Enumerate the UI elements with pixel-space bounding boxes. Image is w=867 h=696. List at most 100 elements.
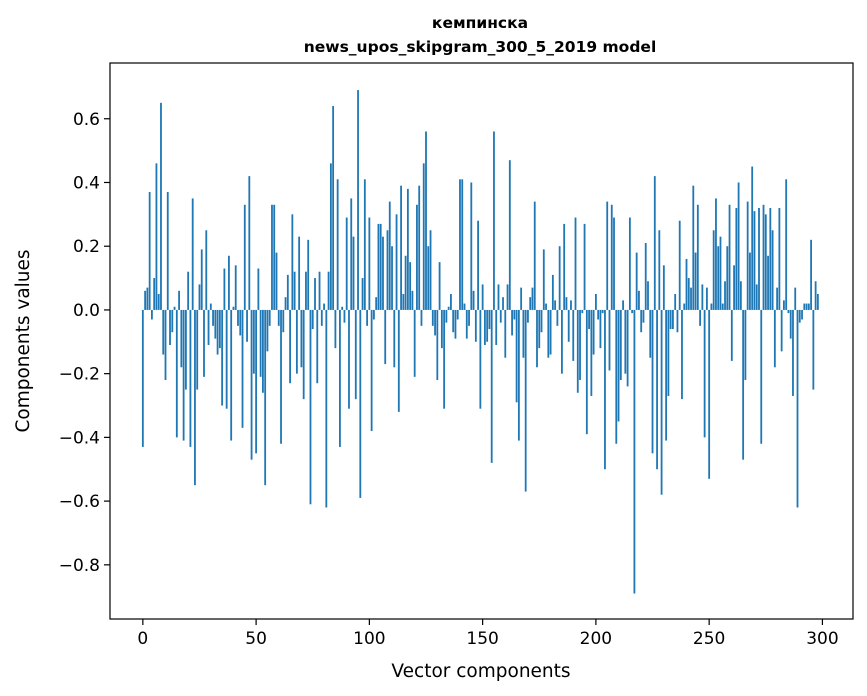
bar-169 (524, 309, 527, 492)
bar-18 (182, 309, 185, 441)
bar-280 (776, 287, 779, 310)
bar-269 (751, 166, 754, 310)
bar-188 (567, 309, 570, 342)
bar-212 (622, 300, 624, 310)
bar-285 (787, 309, 790, 314)
bar-281 (778, 207, 781, 310)
bar-49 (252, 309, 255, 374)
bar-4 (151, 309, 153, 320)
bar-9 (162, 309, 165, 355)
bar-171 (529, 297, 532, 310)
bar-121 (416, 204, 418, 310)
bar-201 (597, 309, 600, 320)
bar-211 (619, 309, 622, 381)
chart-title: кемпинска (432, 14, 528, 32)
bar-200 (594, 294, 597, 310)
bar-91 (348, 309, 350, 409)
bar-7 (157, 294, 160, 310)
bar-272 (758, 207, 760, 310)
bar-294 (807, 303, 810, 310)
bar-234 (672, 309, 674, 330)
bar-278 (771, 230, 774, 310)
bar-66 (291, 214, 294, 310)
bar-210 (617, 309, 620, 422)
bar-19 (184, 309, 187, 390)
bar-152 (486, 309, 489, 342)
bar-264 (739, 281, 742, 310)
bar-106 (382, 236, 384, 310)
bar-196 (585, 309, 588, 435)
bar-164 (513, 309, 516, 320)
bar-54 (264, 309, 267, 486)
bar-215 (628, 217, 631, 310)
bar-100 (368, 217, 371, 310)
bar-297 (814, 281, 817, 310)
bar-291 (801, 309, 803, 320)
bar-279 (773, 309, 776, 368)
bar-167 (520, 287, 523, 310)
bar-137 (452, 309, 455, 333)
bar-25 (198, 284, 201, 310)
bar-268 (749, 252, 751, 310)
bar-289 (796, 309, 799, 508)
bar-267 (746, 201, 749, 310)
bar-230 (662, 265, 665, 310)
bar-32 (214, 309, 217, 339)
bar-114 (400, 185, 402, 310)
bar-56 (268, 309, 271, 326)
bar-227 (656, 309, 658, 470)
bar-120 (413, 309, 416, 377)
bar-283 (783, 300, 785, 310)
bar-222 (644, 243, 647, 310)
bar-254 (717, 246, 720, 310)
bar-96 (359, 309, 362, 498)
bar-197 (588, 309, 590, 330)
bar-206 (608, 309, 611, 371)
plot-frame (109, 62, 854, 620)
bar-50 (255, 309, 258, 454)
y-tick-label: 0.0 (73, 301, 100, 321)
bar-221 (642, 309, 645, 323)
bar-116 (404, 255, 407, 310)
bar-11 (166, 192, 169, 310)
bar-37 (225, 309, 228, 409)
bar-119 (411, 290, 414, 310)
bar-130 (436, 309, 439, 381)
bar-69 (298, 236, 301, 310)
bar-124 (422, 163, 425, 310)
bar-183 (556, 309, 559, 326)
bar-28 (205, 230, 208, 310)
bar-239 (683, 303, 686, 310)
bar-249 (705, 287, 708, 310)
bar-247 (701, 284, 704, 310)
bar-187 (565, 297, 568, 310)
bar-102 (372, 309, 375, 320)
bar-265 (742, 309, 745, 460)
bar-97 (361, 278, 364, 310)
bar-144 (468, 309, 470, 326)
bar-202 (599, 309, 602, 349)
bar-33 (216, 309, 219, 355)
bar-140 (459, 179, 461, 310)
bar-159 (502, 297, 504, 310)
bar-70 (300, 309, 303, 368)
bar-85 (334, 309, 337, 349)
bar-78 (318, 271, 321, 310)
bar-145 (470, 182, 473, 310)
bar-147 (474, 309, 477, 342)
y-tick-label: −0.6 (59, 492, 100, 512)
bar-36 (223, 268, 226, 310)
bar-75 (311, 309, 314, 330)
bar-108 (386, 230, 389, 310)
x-tick-label: 50 (245, 629, 267, 649)
bar-149 (479, 309, 482, 409)
bar-40 (232, 306, 235, 310)
bar-132 (440, 309, 443, 349)
bar-117 (406, 188, 409, 310)
bar-256 (721, 303, 724, 310)
bar-203 (601, 309, 604, 314)
bar-5 (153, 278, 156, 310)
x-tick-label: 150 (466, 629, 498, 649)
y-axis-label: Components values (13, 249, 34, 432)
bar-180 (549, 309, 552, 355)
